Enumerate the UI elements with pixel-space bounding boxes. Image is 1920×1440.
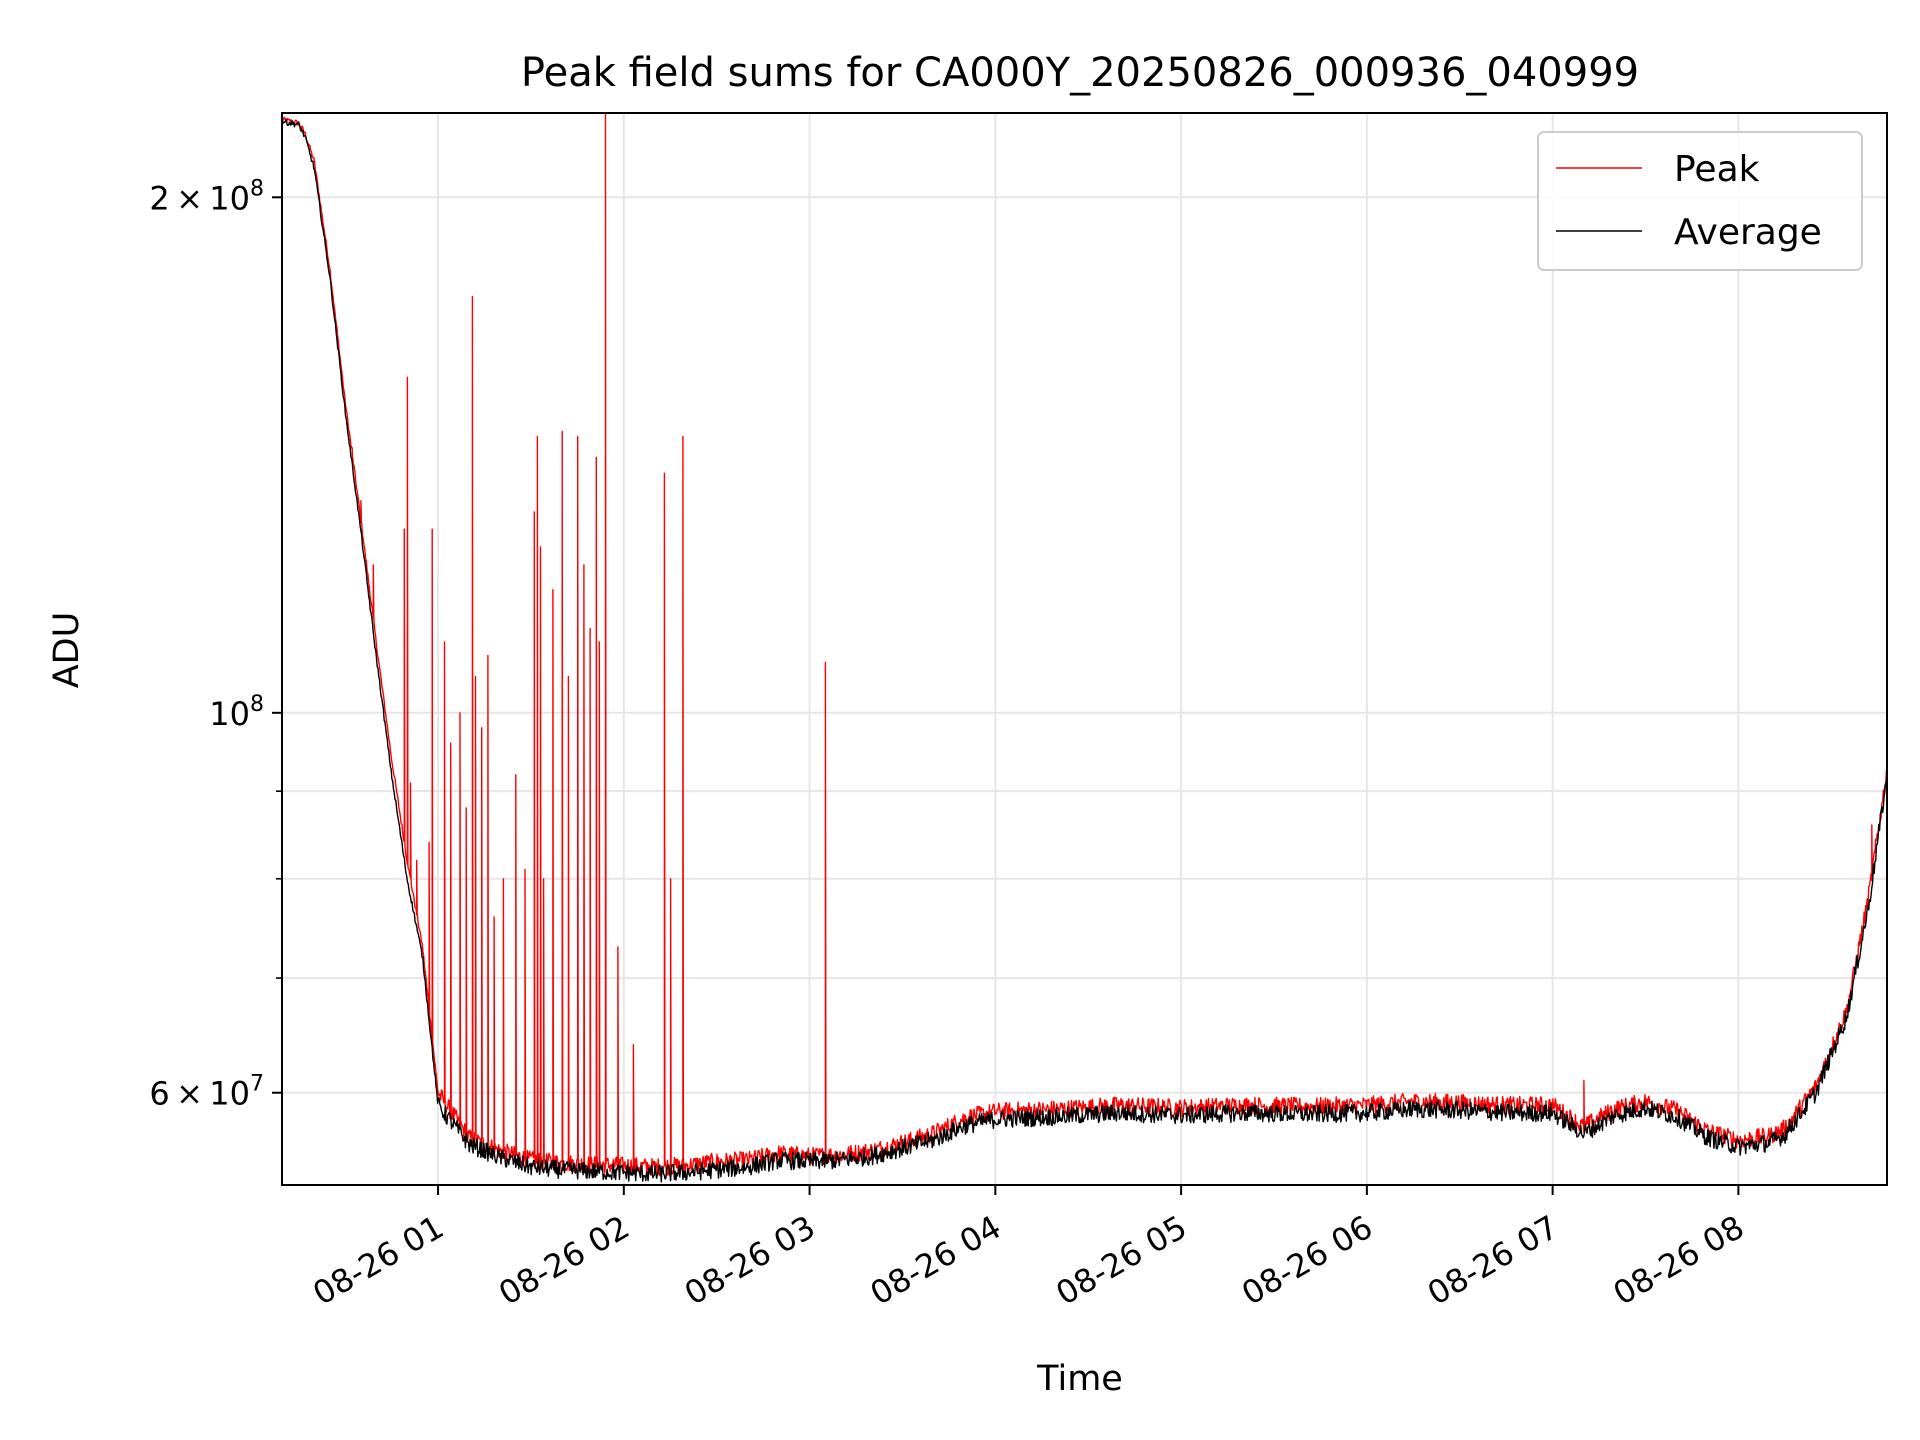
plot-frame [281,112,1888,1186]
series-line-average [281,118,1888,1183]
y-tick-label: 6 × 107 [149,1072,264,1113]
chart-title: Peak field sums for CA000Y_20250826_0009… [521,50,1639,96]
x-axis-label: Time [1036,1359,1123,1399]
legend: Peak Average [1537,131,1863,271]
series-layer [281,112,1888,1183]
grid [282,113,1887,1185]
legend-box [1537,131,1863,271]
series-line-peak [281,112,1888,1177]
legend-label-average: Average [1674,212,1822,253]
legend-label-peak: Peak [1674,149,1760,190]
y-axis-label: ADU [47,612,87,689]
y-tick-label: 2 × 108 [149,176,264,217]
